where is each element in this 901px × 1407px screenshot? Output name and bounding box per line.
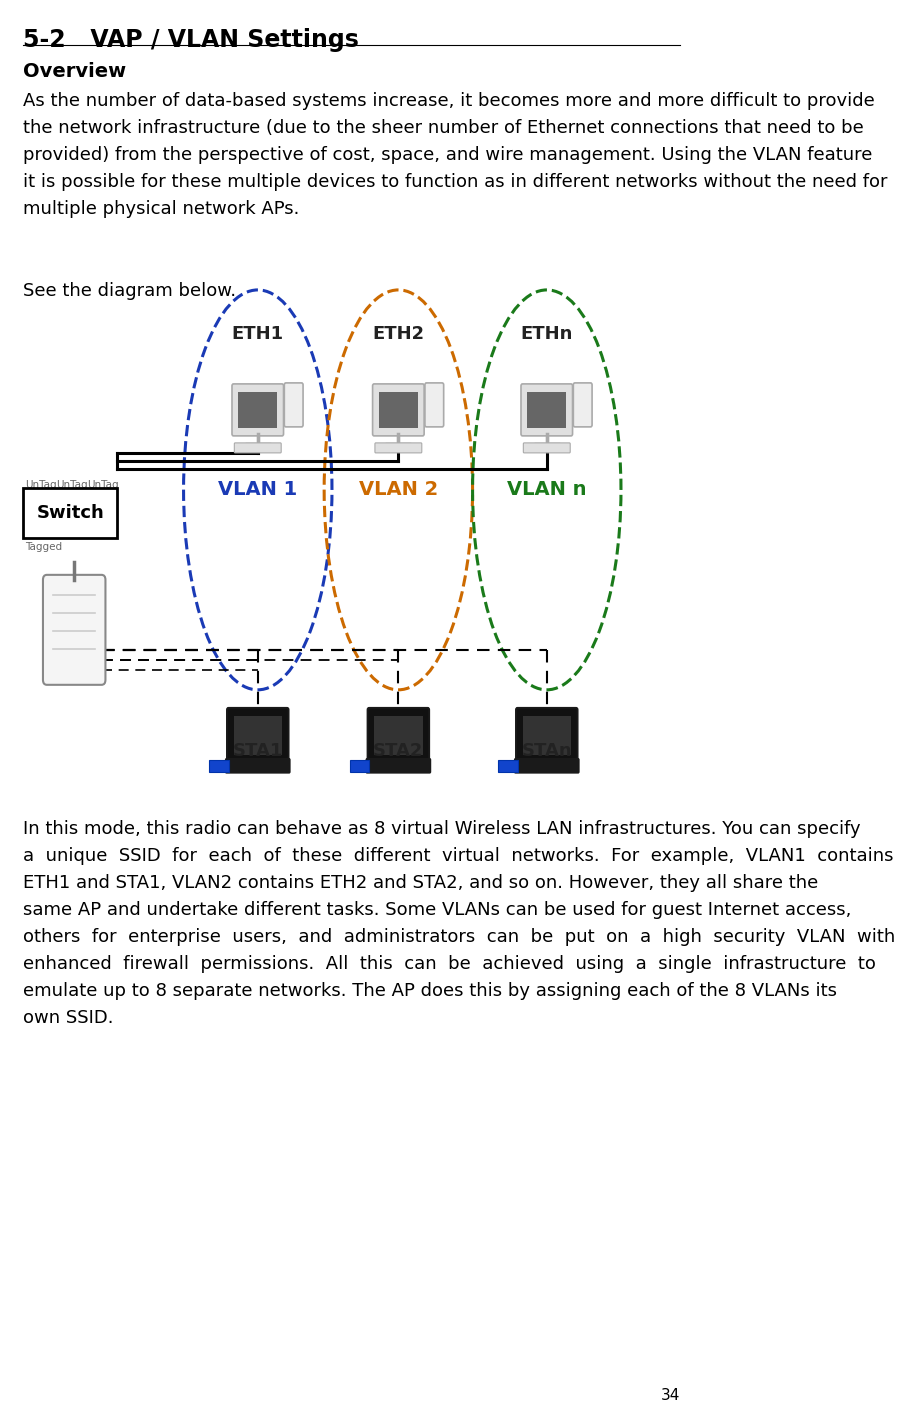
Text: Overview: Overview	[23, 62, 126, 82]
FancyBboxPatch shape	[233, 716, 282, 754]
Text: the network infrastructure (due to the sheer number of Ethernet connections that: the network infrastructure (due to the s…	[23, 120, 864, 136]
Text: See the diagram below.: See the diagram below.	[23, 281, 237, 300]
Text: own SSID.: own SSID.	[23, 1009, 114, 1027]
FancyBboxPatch shape	[238, 393, 278, 428]
FancyBboxPatch shape	[227, 708, 288, 761]
Text: VLAN 1: VLAN 1	[218, 480, 297, 499]
Text: VLAN 2: VLAN 2	[359, 480, 438, 499]
FancyBboxPatch shape	[516, 708, 578, 761]
FancyBboxPatch shape	[523, 443, 570, 453]
Text: Switch: Switch	[36, 504, 105, 522]
FancyBboxPatch shape	[367, 758, 431, 772]
Text: Tagged: Tagged	[25, 542, 62, 552]
Text: UnTag: UnTag	[25, 480, 57, 490]
Text: In this mode, this radio can behave as 8 virtual Wireless LAN infrastructures. Y: In this mode, this radio can behave as 8…	[23, 820, 861, 837]
FancyBboxPatch shape	[368, 708, 429, 761]
Text: enhanced  firewall  permissions.  All  this  can  be  achieved  using  a  single: enhanced firewall permissions. All this …	[23, 955, 877, 972]
FancyBboxPatch shape	[209, 760, 229, 772]
Text: ETH1: ETH1	[232, 325, 284, 343]
FancyBboxPatch shape	[23, 488, 117, 537]
FancyBboxPatch shape	[374, 716, 423, 754]
Text: ETH1 and STA1, VLAN2 contains ETH2 and STA2, and so on. However, they all share : ETH1 and STA1, VLAN2 contains ETH2 and S…	[23, 874, 819, 892]
Text: 5-2   VAP / VLAN Settings: 5-2 VAP / VLAN Settings	[23, 28, 359, 52]
Text: a  unique  SSID  for  each  of  these  different  virtual  networks.  For  examp: a unique SSID for each of these differen…	[23, 847, 894, 865]
FancyBboxPatch shape	[523, 716, 571, 754]
FancyBboxPatch shape	[527, 393, 567, 428]
FancyBboxPatch shape	[521, 384, 572, 436]
FancyBboxPatch shape	[226, 758, 290, 772]
FancyBboxPatch shape	[375, 443, 422, 453]
Text: STA2: STA2	[373, 741, 423, 760]
Text: STAn: STAn	[522, 741, 572, 760]
FancyBboxPatch shape	[425, 383, 443, 426]
Text: ETHn: ETHn	[521, 325, 573, 343]
Text: ETH2: ETH2	[372, 325, 424, 343]
Text: others  for  enterprise  users,  and  administrators  can  be  put  on  a  high : others for enterprise users, and adminis…	[23, 927, 896, 946]
Text: multiple physical network APs.: multiple physical network APs.	[23, 200, 300, 218]
Text: emulate up to 8 separate networks. The AP does this by assigning each of the 8 V: emulate up to 8 separate networks. The A…	[23, 982, 837, 1000]
Text: VLAN n: VLAN n	[507, 480, 587, 499]
Text: As the number of data-based systems increase, it becomes more and more difficult: As the number of data-based systems incr…	[23, 91, 875, 110]
Text: it is possible for these multiple devices to function as in different networks w: it is possible for these multiple device…	[23, 173, 887, 191]
Text: STA1: STA1	[232, 741, 283, 760]
FancyBboxPatch shape	[514, 758, 578, 772]
Text: UnTag: UnTag	[87, 480, 119, 490]
Text: provided) from the perspective of cost, space, and wire management. Using the VL: provided) from the perspective of cost, …	[23, 146, 873, 165]
FancyBboxPatch shape	[232, 384, 284, 436]
Text: same AP and undertake different tasks. Some VLANs can be used for guest Internet: same AP and undertake different tasks. S…	[23, 900, 851, 919]
FancyBboxPatch shape	[373, 384, 424, 436]
FancyBboxPatch shape	[573, 383, 592, 426]
Text: UnTag: UnTag	[56, 480, 88, 490]
FancyBboxPatch shape	[43, 575, 105, 685]
FancyBboxPatch shape	[378, 393, 418, 428]
FancyBboxPatch shape	[350, 760, 369, 772]
Text: 34: 34	[661, 1387, 680, 1403]
FancyBboxPatch shape	[234, 443, 281, 453]
FancyBboxPatch shape	[285, 383, 303, 426]
FancyBboxPatch shape	[498, 760, 518, 772]
